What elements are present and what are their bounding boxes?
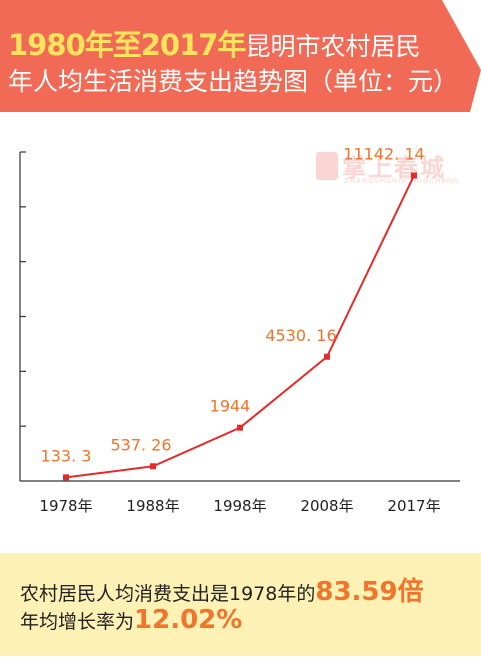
watermark-name: 掌上春城 <box>342 154 446 182</box>
x-tick-label: 1998年 <box>213 497 266 515</box>
line-chart: 1978年 133. 3 1988年 537. 26 1998年 1944 2008年 453… <box>19 145 460 515</box>
data-point <box>324 353 330 360</box>
data-label: 1944 <box>210 397 251 416</box>
data-label: 133. 3 <box>41 446 92 465</box>
data-label: 537. 26 <box>110 435 171 454</box>
data-point <box>150 463 156 470</box>
x-tick-label: 2008年 <box>300 497 353 515</box>
summary-line-1: 农村居民人均消费支出是1978年的83.59倍 <box>20 571 424 608</box>
title-year-range: 1980年至2017年 <box>8 28 246 62</box>
title-line-2: 年人均生活消费支出趋势图（单位：元） <box>8 67 459 96</box>
watermark-logo: 掌上春城 ZHANGSHANGCHUNCHENG <box>312 148 462 190</box>
data-point <box>411 172 417 179</box>
summary-text-2: 年均增长率为 <box>20 611 135 633</box>
data-label: 11142. 14 <box>343 145 424 164</box>
title-part-1: 昆明市农村居民 <box>245 32 421 61</box>
title-line-1: 1980年至2017年昆明市农村居民 <box>8 22 420 64</box>
watermark-sub: ZHANGSHANGCHUNCHENG <box>344 177 460 185</box>
x-tick-label: 1978年 <box>39 497 92 515</box>
summary-line-2: 年均增长率为12.02% <box>20 605 242 635</box>
banner-shape <box>0 0 481 112</box>
summary-value-1: 83.59倍 <box>315 577 424 607</box>
title-banner: 1980年至2017年昆明市农村居民 年人均生活消费支出趋势图（单位：元） <box>0 0 481 112</box>
summary-text-1: 农村居民人均消费支出是1978年的 <box>20 583 316 605</box>
summary-value-2: 12.02% <box>134 605 243 635</box>
data-point <box>63 474 69 481</box>
x-tick-label: 2017年 <box>387 497 440 515</box>
series-line <box>65 175 415 479</box>
x-tick-label: 1988年 <box>126 497 179 515</box>
data-label: 4530. 16 <box>265 326 336 345</box>
summary-box: 农村居民人均消费支出是1978年的83.59倍 年均增长率为12.02% <box>0 553 481 656</box>
data-point <box>237 424 243 431</box>
logo-icon <box>316 152 338 180</box>
